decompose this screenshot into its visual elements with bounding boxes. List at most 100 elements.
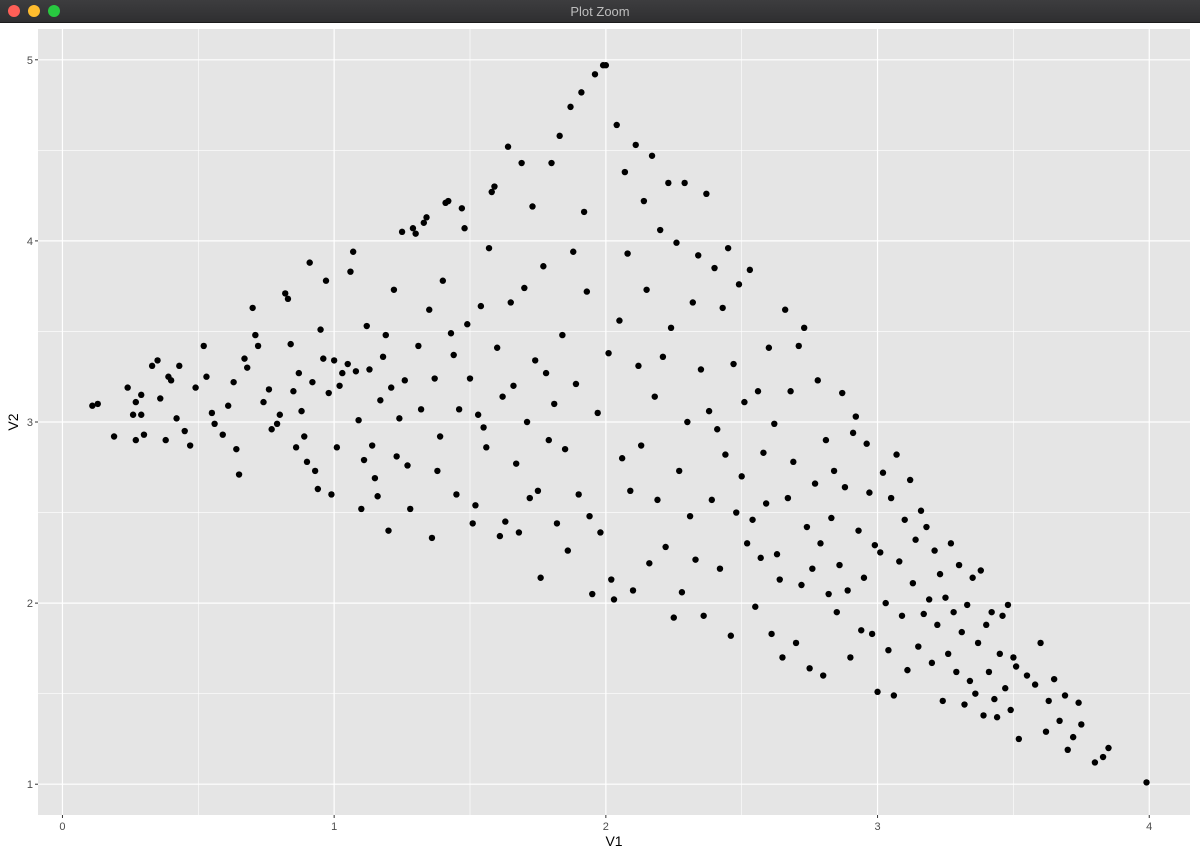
window-title: Plot Zoom — [570, 4, 630, 19]
data-point — [890, 692, 898, 699]
data-point — [624, 250, 631, 257]
data-point — [700, 612, 707, 619]
data-point — [542, 369, 550, 377]
data-point — [349, 248, 357, 255]
data-point — [436, 433, 444, 440]
scatter-plot: 0 1 2 3 4 1 2 3 4 5 V1 V2 — [5, 29, 1190, 849]
data-point — [138, 411, 145, 418]
data-point — [798, 581, 805, 589]
window-titlebar[interactable]: Plot Zoom — [0, 0, 1200, 23]
minimize-window-button[interactable] — [28, 5, 40, 17]
data-point — [409, 225, 417, 232]
data-point — [716, 565, 724, 572]
y-tick-label: 1 — [27, 779, 33, 791]
data-point — [646, 560, 653, 567]
data-point — [591, 71, 599, 78]
data-point — [320, 355, 327, 362]
data-point — [836, 561, 843, 569]
data-point — [260, 398, 267, 406]
y-axis-ticks: 1 2 3 4 5 — [27, 55, 38, 791]
data-point — [235, 471, 243, 478]
data-point — [1064, 746, 1071, 754]
data-point — [483, 444, 490, 451]
data-point — [746, 266, 754, 274]
data-point — [559, 331, 566, 339]
data-point — [980, 712, 987, 719]
data-point — [548, 159, 555, 167]
data-point — [784, 494, 792, 502]
data-point — [173, 415, 180, 422]
data-point — [203, 373, 210, 380]
close-window-button[interactable] — [8, 5, 20, 17]
data-point — [817, 540, 824, 547]
data-point — [925, 596, 933, 603]
data-point — [906, 476, 914, 484]
data-point — [686, 512, 694, 520]
data-point — [953, 668, 960, 676]
data-point — [934, 621, 941, 629]
data-point — [132, 436, 140, 444]
data-point — [241, 355, 248, 362]
data-point — [955, 561, 963, 569]
maximize-window-button[interactable] — [48, 5, 60, 17]
y-axis-title: V2 — [5, 413, 21, 430]
data-point — [1075, 699, 1082, 706]
data-point — [162, 436, 169, 444]
data-point — [276, 411, 284, 418]
data-point — [450, 351, 457, 359]
data-point — [787, 388, 794, 395]
data-point — [719, 304, 726, 312]
data-point — [290, 388, 297, 395]
data-point — [412, 230, 419, 237]
data-point — [969, 574, 976, 581]
data-point — [352, 368, 360, 375]
data-point — [879, 469, 887, 476]
data-point — [466, 375, 474, 382]
data-point — [868, 630, 876, 638]
data-point — [575, 491, 582, 498]
data-point — [140, 431, 148, 438]
data-point — [640, 197, 648, 205]
data-point — [295, 369, 303, 377]
data-point — [515, 529, 523, 536]
data-point — [887, 494, 895, 502]
data-point — [597, 529, 604, 536]
data-point — [893, 451, 900, 458]
data-point — [877, 549, 884, 556]
data-point — [724, 244, 732, 252]
data-point — [420, 219, 428, 226]
data-point — [474, 411, 482, 418]
data-point — [455, 406, 463, 413]
major-gridlines — [38, 29, 1190, 815]
data-point — [401, 377, 408, 384]
data-point — [608, 576, 615, 583]
data-point — [244, 364, 251, 371]
data-point — [186, 442, 194, 449]
data-point — [839, 389, 846, 397]
data-point — [958, 628, 965, 636]
data-point — [1042, 728, 1050, 735]
data-point — [458, 205, 466, 212]
data-point — [733, 509, 740, 516]
data-point — [309, 378, 316, 386]
data-point — [678, 589, 686, 596]
data-point — [996, 650, 1004, 658]
data-point — [586, 512, 593, 520]
data-point — [754, 388, 762, 395]
data-point — [1031, 681, 1039, 688]
data-point — [972, 690, 979, 697]
data-point — [841, 483, 849, 491]
data-point — [936, 570, 944, 578]
data-point — [618, 455, 626, 462]
data-point — [1045, 697, 1052, 705]
data-point — [863, 440, 870, 447]
data-point — [551, 400, 558, 408]
x-tick-label: 1 — [331, 821, 337, 833]
data-point — [757, 554, 764, 562]
data-point — [871, 541, 879, 549]
data-point — [578, 89, 585, 96]
data-point — [947, 540, 955, 547]
data-point — [393, 453, 400, 460]
data-point — [844, 587, 851, 594]
data-point — [374, 493, 381, 500]
